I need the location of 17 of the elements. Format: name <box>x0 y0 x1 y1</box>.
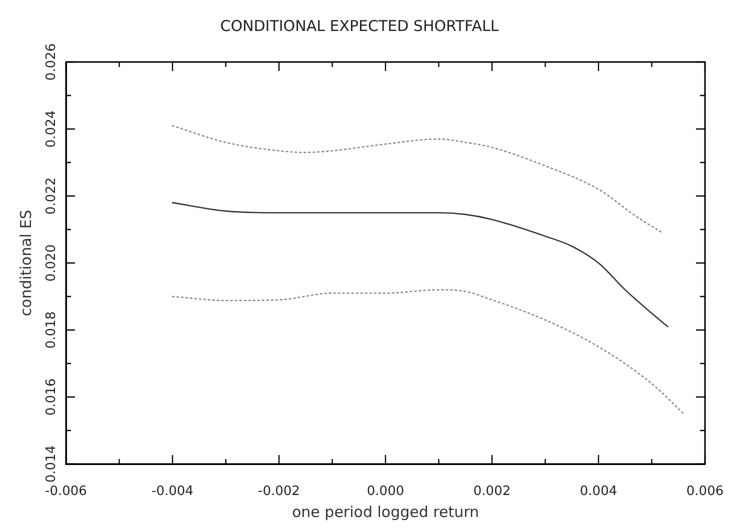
x-tick-label: 0.004 <box>580 484 618 499</box>
x-tick-label: -0.006 <box>45 484 87 499</box>
x-tick-label: 0.002 <box>473 484 511 499</box>
y-tick-label: 0.024 <box>44 110 59 148</box>
y-tick-label: 0.016 <box>44 378 59 416</box>
y-tick-label: 0.018 <box>44 311 59 349</box>
y-tick-label: 0.026 <box>44 43 59 81</box>
y-tick-label: 0.020 <box>44 244 59 282</box>
y-tick-label: 0.022 <box>44 177 59 215</box>
chart-title: CONDITIONAL EXPECTED SHORTFALL <box>220 16 500 35</box>
x-axis-title: one period logged return <box>292 502 480 521</box>
x-tick-label: 0.006 <box>686 484 724 499</box>
x-tick-label: -0.002 <box>258 484 300 499</box>
x-tick-label: 0.000 <box>366 484 404 499</box>
y-axis-title: conditional ES <box>16 210 35 316</box>
y-tick-label: 0.014 <box>44 445 59 483</box>
x-tick-label: -0.004 <box>152 484 194 499</box>
